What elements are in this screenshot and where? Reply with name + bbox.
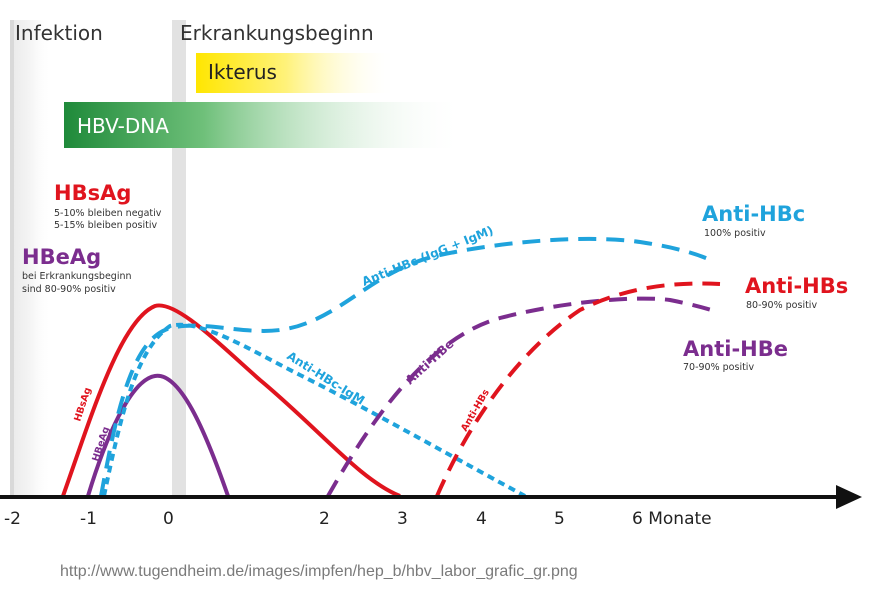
anti-hbc-total-curve bbox=[99, 236, 716, 497]
hbsag-note-1: 5-10% bleiben negativ bbox=[54, 208, 162, 219]
tick-6-monate: 6 Monate bbox=[632, 509, 712, 529]
ikterus-label: Ikterus bbox=[208, 60, 277, 84]
hbeag-title: HBeAg bbox=[22, 245, 101, 269]
anti-hbs-title: Anti-HBs bbox=[745, 274, 848, 298]
infection-line bbox=[10, 20, 14, 498]
ikterus-bar bbox=[196, 53, 396, 93]
anti-hbs-curve bbox=[435, 281, 721, 497]
tick-3: 3 bbox=[397, 509, 408, 529]
hbeag-note-2: sind 80-90% positiv bbox=[22, 284, 116, 295]
anti-hbc-curve-label: Anti-HBc (IgG + IgM) bbox=[360, 223, 495, 289]
axis-arrow-head bbox=[836, 485, 862, 509]
anti-hbs-curve-label: Anti-HBs bbox=[459, 387, 492, 433]
tick-5: 5 bbox=[554, 509, 565, 529]
hbsag-title: HBsAg bbox=[54, 181, 131, 205]
anti-hbc-igm-curve-label: Anti-HBc-IgM bbox=[284, 349, 367, 408]
tick-2: 2 bbox=[319, 509, 330, 529]
anti-hbs-note: 80-90% positiv bbox=[746, 300, 817, 311]
anti-hbc-title: Anti-HBc bbox=[702, 202, 805, 226]
anti-hbe-curve bbox=[326, 296, 719, 497]
onset-label: Erkrankungsbeginn bbox=[180, 21, 374, 45]
onset-band bbox=[172, 20, 186, 498]
source-url: http://www.tugendheim.de/images/impfen/h… bbox=[60, 563, 578, 580]
hbv-dna-label: HBV-DNA bbox=[77, 114, 169, 138]
tick-minus-2: -2 bbox=[4, 509, 21, 529]
anti-hbe-title: Anti-HBe bbox=[683, 337, 788, 361]
anti-hbc-note: 100% positiv bbox=[704, 228, 766, 239]
tick-4: 4 bbox=[476, 509, 487, 529]
hbeag-curve bbox=[86, 373, 230, 497]
anti-hbe-curve-label: Anti-HBe bbox=[403, 337, 457, 388]
anti-hbc-igm-curve bbox=[102, 322, 526, 498]
tick-0: 0 bbox=[163, 509, 174, 529]
hbv-dna-bar bbox=[64, 102, 464, 148]
tick-minus-1: -1 bbox=[80, 509, 97, 529]
infection-label: Infektion bbox=[15, 21, 103, 45]
hbeag-note-1: bei Erkrankungsbeginn bbox=[22, 271, 132, 282]
anti-hbe-note: 70-90% positiv bbox=[683, 362, 754, 373]
infection-band bbox=[10, 20, 52, 498]
hbsag-curve bbox=[61, 303, 401, 498]
hbsag-note-2: 5-15% bleiben positiv bbox=[54, 220, 157, 231]
